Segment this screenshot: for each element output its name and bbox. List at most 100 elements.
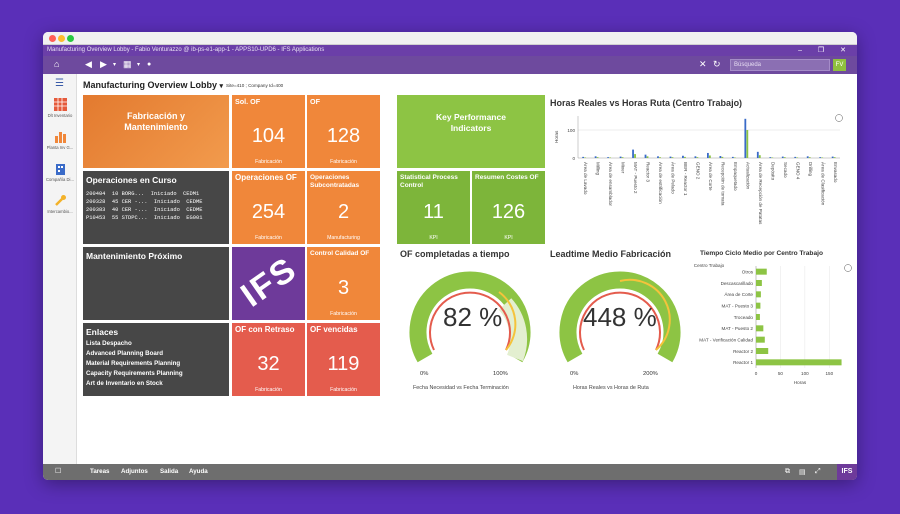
tile-operaciones-of[interactable]: Operaciones OF 254 Fabricación [232,171,305,244]
tile-operaciones-curso[interactable]: Operaciones en Curso 200404 10 BORG... I… [83,171,229,244]
bar [746,130,749,158]
dropdown-icon[interactable]: ▾ [113,62,117,68]
list-item[interactable]: 200328 45 CER -... Iniciado CEDME [86,199,203,205]
bottom-ayuda[interactable]: Ayuda [189,468,208,475]
bar [721,156,724,158]
close-window-button[interactable] [49,35,56,42]
list-item[interactable]: 200383 40 CER -... Iniciado CEDME [86,207,203,213]
x-tick-label: Área de Recepción de Patatas [758,162,764,225]
sidebar-item-inventario[interactable]: Dlt Inventario [43,98,77,118]
x-tick-label: 100 [801,371,809,376]
bottom-bar: ☐ Tareas Adjuntos Salida Ayuda ⧉ ▤ ⤢ IFS [43,464,857,480]
bar [684,156,686,158]
refresh-icon[interactable]: ↻ [713,59,721,69]
x-tick-label: Drilling [808,162,813,176]
tile-statistical-process[interactable]: Statistical Process Control 11 KPI [397,171,470,244]
lobby-content: Manufacturing Overview Lobby ▾ Site=410 … [78,74,857,464]
copy-icon[interactable]: ⧉ [785,468,790,475]
bar [819,157,822,158]
link-inventario-stock[interactable]: Art de Inventario en Stock [86,380,163,387]
x-tick-label: BER - Reactor 1 [683,162,688,196]
bar [707,152,709,158]
tile-title: OF vencidas [310,325,358,334]
grid-table-icon [53,98,67,111]
bottom-tareas[interactable]: Tareas [90,468,110,475]
sidebar-item-compania[interactable]: Compañía Di... [43,162,77,182]
notes-icon[interactable]: ▤ [799,469,806,476]
bar [596,157,599,158]
tile-mantenimiento[interactable]: Mantenimiento Próximo [83,247,229,320]
link-crp[interactable]: Capacity Requirements Planning [86,370,183,377]
chevron-down-icon [835,114,843,122]
minimize-window-button[interactable] [58,35,65,42]
ifs-logo: IFS [837,464,857,480]
bar [771,157,774,158]
link-mrp[interactable]: Material Requirements Planning [86,360,181,367]
gauge-subtitle: Horas Reales vs Horas de Ruta [573,385,649,391]
bottom-adjuntos[interactable]: Adjuntos [121,468,148,475]
bullet-icon[interactable]: ● [147,61,152,68]
x-tick-label: Depósito [770,162,775,181]
application-window: Manufacturing Overview Lobby - Fabio Ven… [43,32,857,480]
forward-arrow-icon[interactable]: ▶ [100,59,107,69]
chevron-down-icon[interactable]: ▾ [219,83,224,90]
avatar[interactable]: FV [833,59,846,71]
tile-title: Operaciones en Curso [86,175,177,185]
search-input[interactable]: Búsqueda [730,59,830,71]
list-item[interactable]: P10453 55 STDPC... Iniciado EG001 [86,215,203,221]
tile-sol-of[interactable]: Sol. OF 104 Fabricación [232,95,305,168]
fullscreen-icon[interactable]: ⤢ [815,468,821,475]
tile-operaciones-subcontratadas[interactable]: Operaciones Subcontratadas 2 Manufacturi… [307,171,380,244]
tile-of-retraso[interactable]: OF con Retraso 32 Fabricación [232,323,305,396]
sidebar-item-intercambio[interactable]: Intercambio... [43,194,77,214]
gauge-leadtime[interactable] [558,262,682,374]
dropdown-icon[interactable]: ▾ [137,62,141,68]
bar [659,157,661,158]
tile-resumen-costes[interactable]: Resumen Costes OF 126 KPI [472,171,545,244]
zoom-window-button[interactable] [67,35,74,42]
bar [607,157,609,158]
gauge-min-label: 0% [420,371,429,377]
bar [694,156,697,158]
tile-title: Statistical Process Control [400,174,458,189]
sidebar-item-label: Planta Inv G... [46,145,74,150]
bottom-salida[interactable]: Salida [160,468,179,475]
x-tick-label: Área de Pelado [671,162,677,194]
bar [808,157,811,158]
bar-chart-horas[interactable]: 100 0 Horas Área de Lavado Milling Área de en… [548,110,853,272]
tile-value: 32 [257,353,280,375]
link-lista-despacho[interactable]: Lista Despacho [86,340,132,347]
apps-grid-icon[interactable]: ▦ [123,59,132,69]
y-tick-label: 100 [567,128,575,133]
window-controls[interactable]: – ❐ ✕ [798,47,853,54]
tile-control-calidad[interactable]: Control Calidad OF 3 Fabricación [307,247,380,320]
back-arrow-icon[interactable]: ◀ [85,59,92,69]
y-tick-label: 0 [572,156,575,161]
bar [794,156,797,158]
tile-of[interactable]: OF 128 Fabricación [307,95,380,168]
list-item[interactable]: 200404 10 BORG... Iniciado CEDM1 [86,191,200,197]
bar-chart-tiempo-ciclo[interactable]: 0 50 100 150 Otros Descascarillado Área de Cor… [696,260,854,392]
x-tick-label: Área de Clasificación [820,162,826,206]
tile-of-vencidas[interactable]: OF vencidas 119 Fabricación [307,323,380,396]
tile-title: Mantenimiento Próximo [86,251,183,261]
close-x-icon[interactable]: ✕ [699,59,707,69]
x-tick-label: Secado [783,162,788,178]
tile-footer: Fabricación [330,311,357,317]
bar [671,157,674,158]
x-tick-label: Milling [596,162,601,175]
tile-kpi[interactable]: Key Performance Indicators [397,95,545,168]
bar [609,157,611,158]
tile-title: Control Calidad OF [310,250,370,257]
sidebar-item-planta[interactable]: Planta Inv G... [43,130,77,150]
home-icon[interactable]: ⌂ [54,59,60,69]
y-tick-label: MAT - Puesto 3 [722,303,754,308]
gauge-subtitle: Fecha Necesidad vs Fecha Terminación [413,385,509,391]
gauge-of-completadas[interactable] [408,262,532,374]
bar [634,154,636,158]
tile-fabricacion[interactable]: Fabricación y Mantenimiento [83,95,229,168]
menu-icon[interactable]: ☰ [55,78,64,89]
link-advanced-planning[interactable]: Advanced Planning Board [86,350,164,357]
y-axis-label: Horas [554,130,559,143]
chat-icon[interactable]: ☐ [55,468,62,475]
